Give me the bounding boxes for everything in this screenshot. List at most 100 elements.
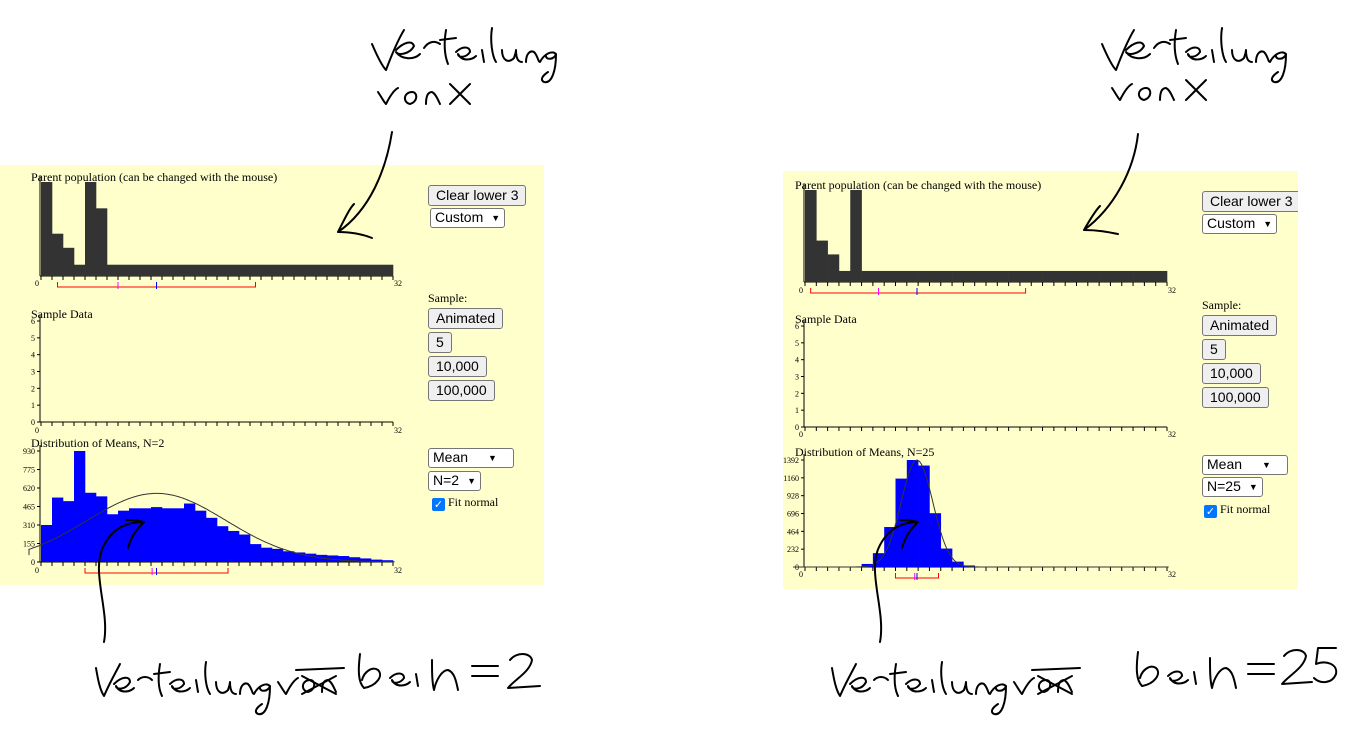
y-tick-label: 775 bbox=[23, 466, 35, 475]
means-bar bbox=[929, 513, 942, 567]
population-bar bbox=[305, 264, 317, 276]
y-tick-label: 464 bbox=[787, 527, 799, 536]
population-bar bbox=[1133, 270, 1145, 282]
y-tick-label: 0 bbox=[795, 423, 799, 432]
means-bar bbox=[41, 525, 53, 562]
means-title: Distribution of Means, N=2 bbox=[31, 436, 164, 450]
population-bar bbox=[997, 270, 1009, 282]
population-bar bbox=[96, 208, 108, 276]
population-select[interactable]: Custom ▼ bbox=[1202, 214, 1278, 234]
chevron-down-icon: ▼ bbox=[1263, 218, 1273, 229]
means-bar bbox=[129, 508, 141, 562]
means-bar bbox=[118, 510, 130, 562]
sample-5-button[interactable]: 5 bbox=[1202, 339, 1226, 360]
population-bar bbox=[974, 270, 987, 282]
population-bar bbox=[1031, 270, 1043, 282]
population-bar bbox=[327, 264, 339, 276]
population-bar bbox=[1008, 270, 1021, 282]
n-select-value: N=25 bbox=[1207, 478, 1241, 494]
y-tick-label: 1160 bbox=[783, 474, 799, 483]
y-tick-label: 155 bbox=[23, 540, 35, 549]
clear-lower-button[interactable]: Clear lower 3 bbox=[428, 185, 527, 206]
means-bar bbox=[371, 559, 383, 562]
fit-normal-checkbox[interactable]: ✓ bbox=[432, 498, 445, 511]
population-bar bbox=[906, 270, 919, 282]
population-bar bbox=[929, 270, 942, 282]
population-bar bbox=[1065, 270, 1077, 282]
means-bar bbox=[327, 555, 339, 562]
population-bar bbox=[1099, 270, 1111, 282]
y-tick-label: 1 bbox=[795, 406, 799, 415]
sample-10000-button[interactable]: 10,000 bbox=[428, 356, 487, 377]
population-bar bbox=[1042, 270, 1055, 282]
population-bar bbox=[294, 264, 306, 276]
population-bar bbox=[816, 240, 828, 282]
fit-normal-label: Fit normal bbox=[448, 495, 499, 509]
n-select[interactable]: N=25 ▼ bbox=[1202, 477, 1263, 497]
fit-normal-checkbox[interactable]: ✓ bbox=[1204, 505, 1217, 518]
population-title: Parent population (can be changed with t… bbox=[795, 178, 1041, 192]
x-tick-min: 0 bbox=[35, 279, 39, 288]
y-tick-label: 4 bbox=[31, 351, 35, 360]
x-tick-max: 32 bbox=[1168, 286, 1176, 295]
population-bar bbox=[1019, 270, 1032, 282]
clear-lower-button[interactable]: Clear lower 3 bbox=[1202, 191, 1298, 212]
population-bar bbox=[206, 264, 218, 276]
statistic-select[interactable]: Mean ▼ bbox=[428, 448, 514, 468]
chevron-down-icon: ▼ bbox=[1248, 481, 1258, 492]
x-tick-max: 32 bbox=[1168, 570, 1176, 579]
animated-button[interactable]: Animated bbox=[1202, 315, 1278, 336]
chevron-down-icon: ▼ bbox=[1262, 459, 1271, 470]
population-select[interactable]: Custom ▼ bbox=[430, 208, 506, 228]
normal-fit-curve bbox=[793, 459, 1169, 568]
population-bar bbox=[940, 270, 953, 282]
chevron-down-icon: ▼ bbox=[491, 212, 501, 223]
y-tick-label: 3 bbox=[795, 373, 799, 382]
y-tick-label: 465 bbox=[23, 503, 35, 512]
fit-normal-label: Fit normal bbox=[1220, 502, 1271, 516]
means-bar bbox=[107, 514, 119, 562]
x-tick-min: 0 bbox=[799, 430, 803, 439]
fit-normal-row[interactable]: ✓ Fit normal bbox=[432, 495, 498, 511]
y-tick-label: 232 bbox=[787, 545, 799, 554]
sample-100000-button[interactable]: 100,000 bbox=[1202, 387, 1269, 408]
y-tick-label: 0 bbox=[31, 558, 35, 567]
x-tick-max: 32 bbox=[394, 566, 402, 575]
y-tick-label: 0 bbox=[31, 418, 35, 427]
means-bar bbox=[96, 496, 108, 562]
population-bar bbox=[151, 264, 163, 276]
population-bar bbox=[52, 233, 64, 276]
sample-10000-button[interactable]: 10,000 bbox=[1202, 363, 1261, 384]
means-bar bbox=[217, 526, 229, 562]
means-bar bbox=[861, 563, 874, 567]
means-bar bbox=[294, 552, 306, 562]
means-bar bbox=[283, 551, 295, 562]
y-tick-label: 5 bbox=[795, 339, 799, 348]
population-bar bbox=[1144, 270, 1156, 282]
statistic-select-value: Mean bbox=[1207, 456, 1243, 472]
population-bar bbox=[349, 264, 361, 276]
means-bar bbox=[228, 530, 240, 562]
sample-100000-button[interactable]: 100,000 bbox=[428, 380, 495, 401]
statistic-select-value: Mean bbox=[433, 449, 469, 465]
x-tick-min: 0 bbox=[35, 566, 39, 575]
n-select[interactable]: N=2 ▼ bbox=[428, 471, 481, 491]
animated-button[interactable]: Animated bbox=[428, 308, 504, 329]
population-bar bbox=[217, 264, 229, 276]
means-bar bbox=[239, 534, 251, 562]
sample-5-button[interactable]: 5 bbox=[428, 332, 452, 353]
y-tick-label: 928 bbox=[787, 492, 799, 501]
y-tick-label: 696 bbox=[787, 510, 799, 519]
statistic-select[interactable]: Mean ▼ bbox=[1202, 455, 1288, 475]
y-tick-label: 2 bbox=[31, 384, 35, 393]
y-tick-label: 4 bbox=[795, 356, 799, 365]
means-bar bbox=[250, 544, 262, 562]
means-bar bbox=[349, 557, 361, 562]
population-bar bbox=[1053, 270, 1066, 282]
y-tick-label: 2 bbox=[795, 389, 799, 398]
normal-fit-curve bbox=[28, 492, 395, 563]
n-select-value: N=2 bbox=[433, 472, 460, 488]
fit-normal-row[interactable]: ✓ Fit normal bbox=[1204, 502, 1270, 518]
